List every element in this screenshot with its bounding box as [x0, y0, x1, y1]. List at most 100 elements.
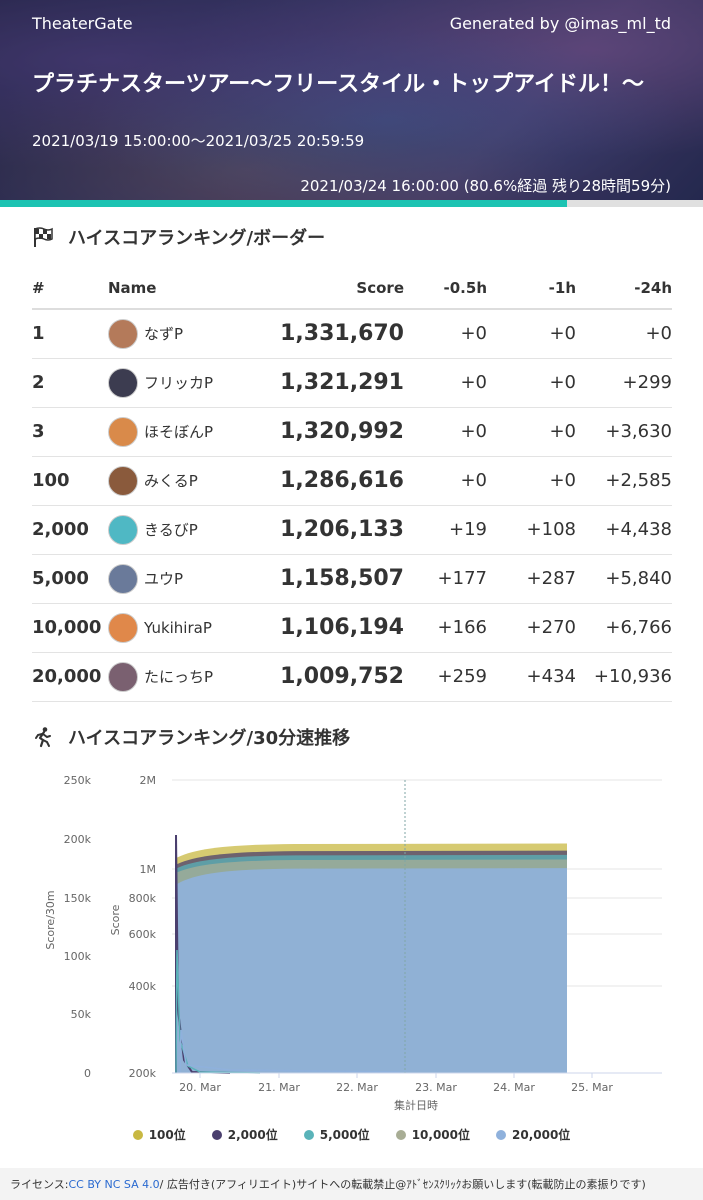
score-cell: 1,331,670 [258, 309, 404, 359]
ranking-section-title: ハイスコアランキング/ボーダー [32, 224, 325, 250]
table-row[interactable]: 2 フリッカP 1,321,291 +0 +0 +299 [32, 358, 672, 408]
license-link[interactable]: CC BY NC SA 4.0 [68, 1177, 160, 1191]
avatar[interactable] [108, 563, 138, 594]
name-cell[interactable]: フリッカP [108, 358, 258, 408]
rank-cell: 10,000 [32, 603, 108, 653]
speed-line-20000 [179, 1029, 401, 1074]
legend-item[interactable]: 5,000位 [303, 1126, 370, 1143]
rank-cell: 2 [32, 358, 108, 408]
col-name[interactable]: Name [108, 268, 258, 310]
legend-label: 5,000位 [319, 1128, 370, 1142]
delta-1h-cell: +287 [487, 554, 576, 604]
legend-label: 20,000位 [512, 1128, 571, 1142]
score-cell: 1,321,291 [258, 358, 404, 408]
producer-name[interactable]: きるびP [144, 521, 198, 539]
name-cell[interactable]: YukihiraP [108, 603, 258, 653]
col-delta-1h[interactable]: -1h [487, 268, 576, 310]
avatar[interactable] [108, 514, 138, 545]
producer-name[interactable]: なずP [144, 325, 184, 344]
avatar[interactable] [108, 465, 138, 496]
name-cell[interactable]: みくるP [108, 456, 258, 506]
score-cell: 1,206,133 [258, 505, 404, 555]
table-row[interactable]: 5,000 ユウP 1,158,507 +177 +287 +5,840 [32, 554, 672, 604]
legend-item[interactable]: 20,000位 [496, 1126, 570, 1143]
event-title: プラチナスターツアー〜フリースタイル・トップアイドル！〜 [32, 72, 645, 97]
delta-1h-cell: +108 [487, 505, 576, 555]
table-row[interactable]: 3 ほそぼんP 1,320,992 +0 +0 +3,630 [32, 407, 672, 457]
table-header-row: # Name Score -0.5h -1h -24h [32, 268, 672, 310]
speed-section-title: ハイスコアランキング/30分速推移 [32, 724, 350, 750]
legend-dot [303, 1129, 314, 1140]
delta-1h-cell: +0 [487, 309, 576, 359]
producer-name[interactable]: たにっちP [144, 668, 214, 686]
delta-24h-cell: +5,840 [576, 554, 672, 604]
name-cell[interactable]: ユウP [108, 554, 258, 604]
table-row[interactable]: 10,000 YukihiraP 1,106,194 +166 +270 +6,766 [32, 603, 672, 653]
table-row[interactable]: 20,000 たにっちP 1,009,752 +259 +434 +10,936 [32, 652, 672, 702]
x-tick-label: 24. Mar [493, 1081, 535, 1094]
name-cell[interactable]: きるびP [108, 505, 258, 555]
col-delta-0-5h[interactable]: -0.5h [404, 268, 487, 310]
x-tick-label: 20. Mar [179, 1081, 221, 1094]
speed-title: ハイスコアランキング/30分速推移 [68, 728, 351, 749]
delta-1h-cell: +270 [487, 603, 576, 653]
producer-name[interactable]: フリッカP [144, 374, 214, 392]
delta-0-5h-cell: +177 [404, 554, 487, 604]
score-cell: 1,158,507 [258, 554, 404, 604]
delta-0-5h-cell: +19 [404, 505, 487, 555]
avatar[interactable] [108, 367, 138, 398]
avatar[interactable] [108, 661, 138, 692]
x-axis-title: 集計日時 [394, 1098, 438, 1112]
col-score[interactable]: Score [258, 268, 404, 310]
legend-item[interactable]: 100位 [132, 1126, 186, 1143]
site-name[interactable]: TheaterGate [32, 14, 133, 33]
event-banner: TheaterGate Generated by @imas_ml_td プラチ… [0, 0, 703, 200]
delta-24h-cell: +0 [576, 309, 672, 359]
delta-0-5h-cell: +0 [404, 456, 487, 506]
producer-name[interactable]: ほそぼんP [144, 423, 214, 441]
name-cell[interactable]: なずP [108, 309, 258, 359]
checkered-flag-icon [32, 226, 54, 248]
name-cell[interactable]: たにっちP [108, 652, 258, 702]
delta-1h-cell: +434 [487, 652, 576, 702]
legend-dot [211, 1129, 222, 1140]
score-tick-label: 600k [129, 928, 157, 941]
delta-24h-cell: +299 [576, 358, 672, 408]
delta-24h-cell: +6,766 [576, 603, 672, 653]
table-row[interactable]: 2,000 きるびP 1,206,133 +19 +108 +4,438 [32, 505, 672, 555]
table-row[interactable]: 100 みくるP 1,286,616 +0 +0 +2,585 [32, 456, 672, 506]
footer: ライセンス: CC BY NC SA 4.0 / 広告付き(アフィリエイト)サイ… [0, 1168, 703, 1200]
name-cell[interactable]: ほそぼんP [108, 407, 258, 457]
score-tick-label: 1M [140, 863, 157, 876]
delta-0-5h-cell: +0 [404, 407, 487, 457]
col-delta-24h[interactable]: -24h [576, 268, 672, 310]
avatar[interactable] [108, 318, 138, 349]
legend-item[interactable]: 10,000位 [395, 1126, 470, 1143]
speed-chart-svg[interactable]: 250k 200k 150k 100k 50k 0 2M 1M 800k 600k 400k 200k… [0, 760, 703, 1120]
running-person-icon [32, 726, 54, 748]
score-tick-label: 400k [129, 980, 157, 993]
avatar[interactable] [108, 416, 138, 447]
event-progress-fill [0, 200, 567, 207]
score-cell: 1,009,752 [258, 652, 404, 702]
producer-name[interactable]: ユウP [144, 570, 184, 588]
score-tick-label: 200k [129, 1067, 157, 1080]
left-tick-label: 100k [64, 950, 92, 963]
producer-name[interactable]: みくるP [144, 472, 198, 490]
col-rank[interactable]: # [32, 268, 108, 310]
rank-cell: 5,000 [32, 554, 108, 604]
delta-24h-cell: +4,438 [576, 505, 672, 555]
avatar[interactable] [108, 612, 138, 643]
delta-0-5h-cell: +259 [404, 652, 487, 702]
legend-label: 10,000位 [411, 1128, 470, 1142]
now-status: 2021/03/24 16:00:00 (80.6%経過 残り28時間59分) [300, 177, 671, 195]
x-tick-label: 25. Mar [571, 1081, 613, 1094]
speed-chart[interactable]: 250k 200k 150k 100k 50k 0 2M 1M 800k 600k 400k 200k… [0, 760, 703, 1120]
series-area-5 [175, 868, 567, 1073]
rank-cell: 3 [32, 407, 108, 457]
legend-item[interactable]: 2,000位 [211, 1126, 278, 1143]
table-row[interactable]: 1 なずP 1,331,670 +0 +0 +0 [32, 309, 672, 359]
generated-by[interactable]: Generated by @imas_ml_td [449, 14, 671, 33]
producer-name[interactable]: YukihiraP [144, 618, 212, 637]
delta-1h-cell: +0 [487, 407, 576, 457]
